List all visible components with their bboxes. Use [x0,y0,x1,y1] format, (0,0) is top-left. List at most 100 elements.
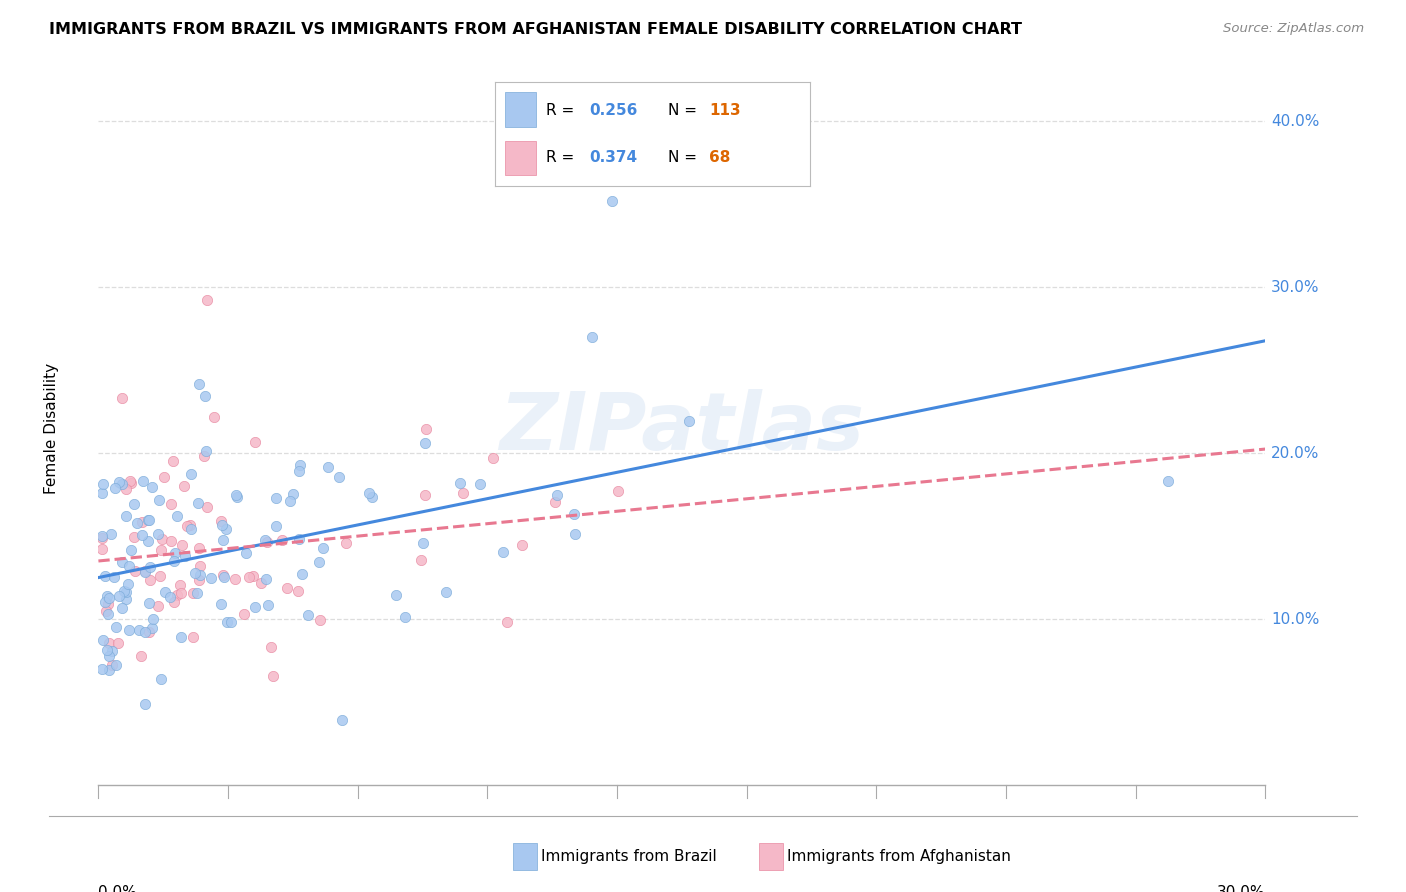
Point [166,589,188,603]
Point [165,546,187,560]
Point [330,713,353,727]
Point [96,589,118,603]
Point [111,600,134,615]
Point [215,522,238,536]
Text: Immigrants from Brazil: Immigrants from Brazil [541,849,717,863]
Point [115,585,138,599]
Point [112,583,135,598]
Point [212,567,235,582]
Point [139,560,162,574]
Text: 30.0%: 30.0% [1271,279,1320,294]
Point [93,595,115,609]
Point [394,610,416,624]
Point [195,443,218,458]
Point [361,490,384,504]
Point [235,545,257,559]
Point [546,487,568,501]
Point [581,330,603,344]
Point [129,649,152,664]
Point [163,595,186,609]
Point [233,607,256,622]
Point [482,450,505,465]
Point [122,530,145,544]
Point [134,624,156,639]
Point [91,532,114,546]
Point [266,518,288,533]
Point [297,607,319,622]
Point [91,485,114,500]
Text: 40.0%: 40.0% [1271,113,1320,128]
Point [103,570,125,584]
Text: IMMIGRANTS FROM BRAZIL VS IMMIGRANTS FROM AFGHANISTAN FEMALE DISABILITY CORRELAT: IMMIGRANTS FROM BRAZIL VS IMMIGRANTS FRO… [49,22,1022,37]
Point [131,515,153,529]
Point [160,497,183,511]
Point [134,565,156,579]
Point [212,570,235,584]
Point [97,636,120,650]
Point [117,576,139,591]
Point [100,657,122,672]
Point [91,632,114,647]
Point [262,669,284,683]
Point [224,572,246,586]
Point [138,574,160,588]
Point [600,194,623,208]
Point [564,526,586,541]
Point [260,640,283,654]
Point [141,479,163,493]
Point [188,567,211,582]
Point [415,422,437,436]
Point [225,490,247,504]
Point [152,469,174,483]
Point [254,533,277,548]
Point [264,491,287,505]
Point [176,518,198,533]
Point [412,535,434,549]
Point [309,613,332,627]
Point [91,529,114,543]
Point [181,586,204,600]
Point [194,389,217,403]
Point [278,493,301,508]
Point [148,527,170,541]
Point [409,553,432,567]
Point [179,518,201,533]
Point [276,581,298,595]
Point [209,598,232,612]
Point [146,599,169,613]
Point [335,536,357,550]
Point [257,599,280,613]
Point [283,486,305,500]
Text: 10.0%: 10.0% [1271,612,1320,626]
Point [221,615,243,630]
Point [136,533,159,548]
Text: Immigrants from Afghanistan: Immigrants from Afghanistan [787,849,1011,863]
Point [181,630,204,644]
Point [134,697,156,711]
Point [114,482,136,496]
Point [142,612,165,626]
Point [114,592,136,607]
Point [162,453,184,467]
Point [148,493,170,508]
Point [91,476,114,491]
Point [470,477,492,491]
Point [120,475,142,490]
Point [451,486,474,500]
Point [96,643,118,657]
Text: Source: ZipAtlas.com: Source: ZipAtlas.com [1223,22,1364,36]
Point [141,621,163,635]
Point [100,527,122,541]
Point [111,392,134,406]
Point [97,597,120,611]
Point [105,620,128,634]
Point [174,549,197,563]
Point [150,543,173,558]
Point [678,414,700,428]
Point [110,555,132,569]
Point [155,584,177,599]
Point [120,543,142,558]
Point [202,410,225,425]
Text: 0.0%: 0.0% [98,885,138,892]
Point [98,663,121,677]
